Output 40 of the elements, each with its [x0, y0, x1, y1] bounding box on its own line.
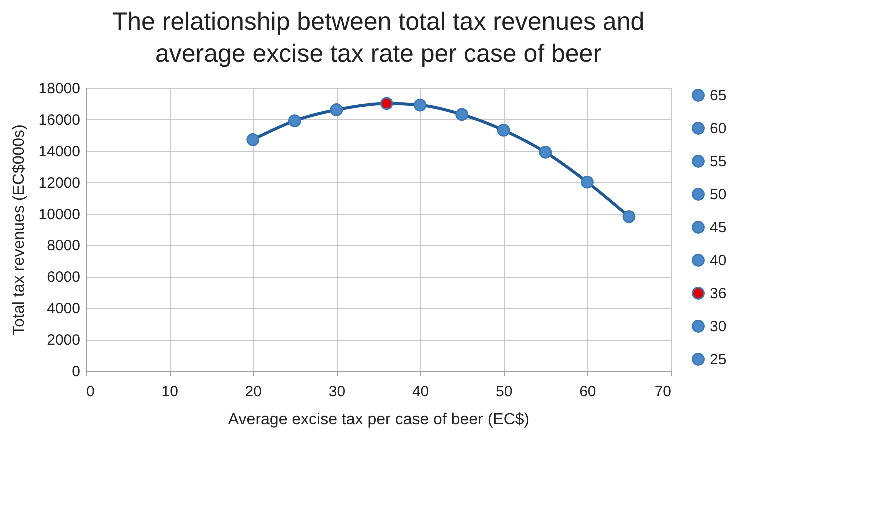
point — [330, 104, 344, 116]
y-tick-label: 8000 — [47, 238, 80, 255]
legend-label: 60 — [710, 120, 727, 138]
y-tick-label: 18000 — [38, 80, 80, 98]
x-tick-label: 50 — [496, 384, 513, 400]
y-axis-title: Total tax revenues (EC$000s) — [10, 124, 28, 336]
y-tick-label: 6000 — [47, 269, 80, 286]
x-tick-label: 70 — [654, 384, 672, 400]
legend-label: 55 — [710, 154, 727, 170]
point — [380, 97, 394, 110]
x-tick-label: 20 — [245, 384, 262, 400]
y-tick-label: 16000 — [38, 112, 80, 129]
point — [288, 114, 302, 128]
x-tick-label: 10 — [162, 384, 178, 400]
legend-label: 45 — [710, 220, 727, 236]
point — [246, 133, 260, 146]
point — [539, 146, 552, 159]
legend-label: 30 — [710, 318, 727, 336]
y-tick-label: 10000 — [38, 206, 80, 224]
x-tick-label: 60 — [580, 384, 596, 400]
x-tick-label: 40 — [412, 384, 430, 400]
legend-label: 65 — [710, 88, 727, 104]
legend-label: 25 — [710, 352, 727, 368]
y-tick-label: 12000 — [38, 174, 80, 192]
point — [580, 176, 594, 189]
legend-label: 50 — [710, 186, 727, 204]
point — [456, 108, 469, 122]
legend-label: 40 — [710, 252, 727, 270]
x-axis-title: Average excise tax per case of beer (EC$) — [228, 412, 530, 428]
x-tick-label: 0 — [86, 384, 95, 400]
x-tick-label: 30 — [328, 384, 346, 400]
y-tick-label: 14000 — [38, 143, 80, 160]
point — [622, 210, 636, 224]
point — [497, 124, 510, 137]
y-tick-label: 4000 — [47, 300, 80, 318]
y-tick-label: 0 — [72, 364, 80, 380]
legend-label: 36 — [710, 286, 727, 302]
point — [414, 98, 427, 112]
chart-title: The relationship between total tax revenues and average excise tax rate per case of beer — [112, 8, 645, 68]
y-tick-label: 2000 — [47, 332, 80, 350]
